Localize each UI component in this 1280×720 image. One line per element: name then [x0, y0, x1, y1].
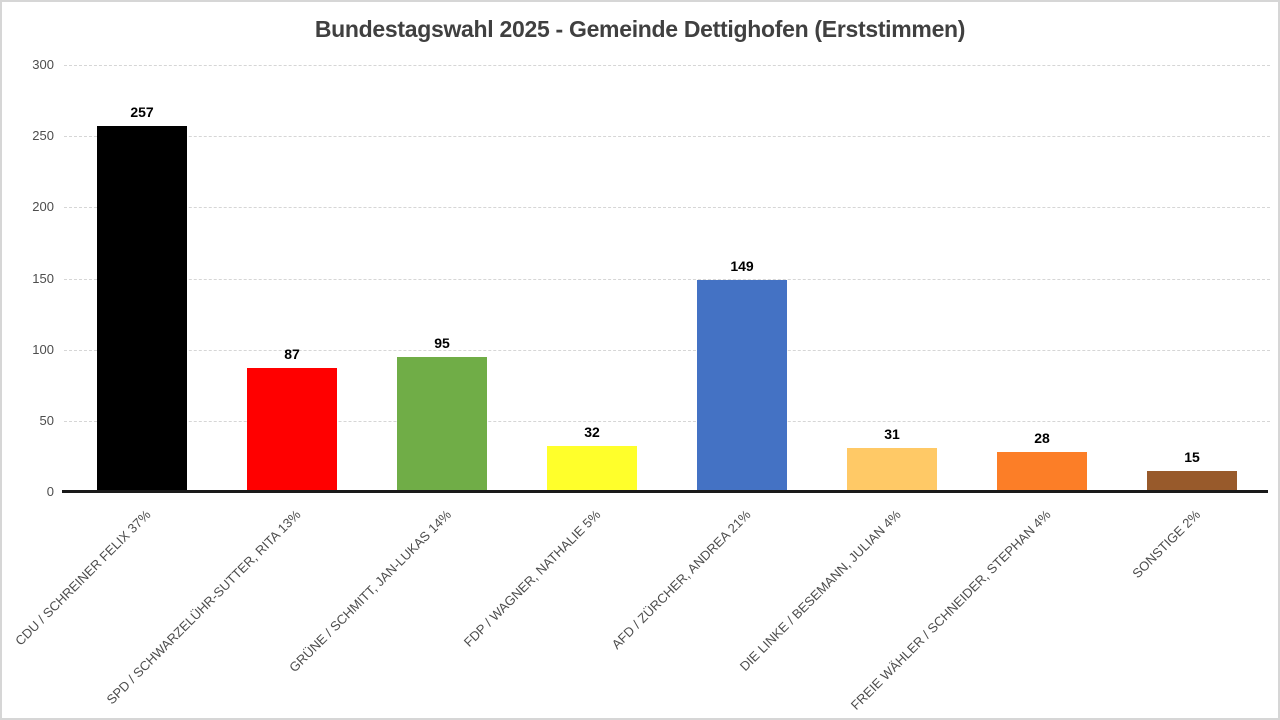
bar-value-label: 15 — [1184, 448, 1200, 465]
x-axis-category-label: CDU / SCHREINER FELIX 37% — [12, 507, 154, 649]
gridline — [64, 65, 1270, 66]
y-axis-tick-label: 250 — [32, 128, 54, 143]
bar-value-label: 95 — [434, 334, 450, 351]
gridline — [64, 350, 1270, 351]
x-axis-line — [62, 490, 1268, 493]
y-axis-tick-label: 300 — [32, 57, 54, 72]
bar — [397, 356, 487, 492]
gridline — [64, 207, 1270, 208]
y-axis-tick-label: 200 — [32, 199, 54, 214]
bar — [997, 452, 1087, 492]
x-axis-category-label: FDP / WAGNER, NATHALIE 5% — [460, 507, 604, 650]
bar-value-label: 32 — [584, 424, 600, 441]
bar — [847, 447, 937, 492]
y-axis-tick-label: 100 — [32, 342, 54, 357]
bar — [697, 279, 787, 492]
x-axis-category-label: GRÜNE / SCHMITT, JAN-LUKAS 14% — [285, 507, 454, 675]
bar — [97, 126, 187, 492]
bar — [547, 446, 637, 492]
bar-value-label: 28 — [1034, 430, 1050, 447]
y-axis-tick-label: 150 — [32, 271, 54, 286]
x-axis-category-label: AFD / ZÜRCHER, ANDREA 21% — [608, 507, 754, 652]
gridline — [64, 136, 1270, 137]
y-axis-tick-label: 0 — [46, 484, 54, 499]
gridline — [64, 279, 1270, 280]
bar-value-label: 257 — [130, 104, 154, 121]
bar-value-label: 149 — [730, 257, 754, 274]
chart-title: Bundestagswahl 2025 - Gemeinde Dettighof… — [314, 16, 966, 42]
x-axis-category-label: DIE LINKE / BESEMANN, JULIAN 4% — [736, 507, 904, 674]
x-axis-category-label: SONSTIGE 2% — [1129, 507, 1204, 581]
bar-value-label: 87 — [284, 346, 300, 363]
gridline — [64, 421, 1270, 422]
bar — [247, 368, 337, 492]
bar — [1147, 470, 1237, 492]
bar-value-label: 31 — [884, 425, 900, 442]
y-axis-tick-label: 50 — [39, 413, 54, 428]
